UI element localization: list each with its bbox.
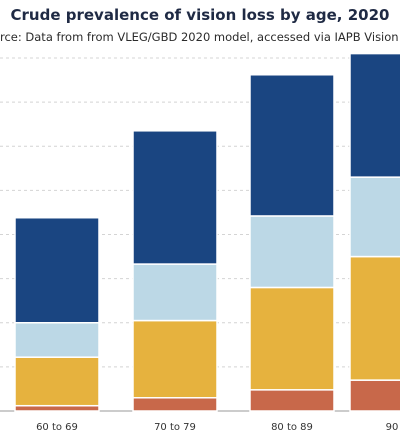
x-tick-label: 70 to 79 <box>154 422 196 433</box>
bar-segment-2-70-to-79 <box>132 319 218 399</box>
bar-segment-3-90 <box>349 176 400 258</box>
bar-segment-4-60-to-69 <box>14 216 100 324</box>
chart-subtitle: rce: Data from from VLEG/GBD 2020 model,… <box>0 30 400 44</box>
x-tick-label: 60 to 69 <box>36 422 78 433</box>
bar-segment-3-70-to-79 <box>132 263 218 322</box>
bar-segment-3-80-to-89 <box>249 215 335 289</box>
bar-stacks <box>14 52 400 412</box>
bar-segment-1-70-to-79 <box>132 397 218 412</box>
bar-segment-4-90 <box>349 52 400 178</box>
x-axis: 60 to 69 70 to 79 80 to 89 90 <box>36 422 398 433</box>
bar-segment-2-80-to-89 <box>249 286 335 391</box>
bar-segment-1-80-to-89 <box>249 389 335 412</box>
chart-title: Crude prevalence of vision loss by age, … <box>10 6 390 24</box>
x-tick-label: 90 <box>386 422 399 433</box>
bar-segment-4-80-to-89 <box>249 74 335 217</box>
bar-segment-2-90 <box>349 255 400 381</box>
bar-segment-1-90 <box>349 379 400 412</box>
x-tick-label: 80 to 89 <box>271 422 313 433</box>
bar-segment-3-60-to-69 <box>14 322 100 358</box>
bar-segment-1-60-to-69 <box>14 404 100 412</box>
bar-segment-2-60-to-69 <box>14 356 100 407</box>
bar-segment-4-70-to-79 <box>132 130 218 265</box>
